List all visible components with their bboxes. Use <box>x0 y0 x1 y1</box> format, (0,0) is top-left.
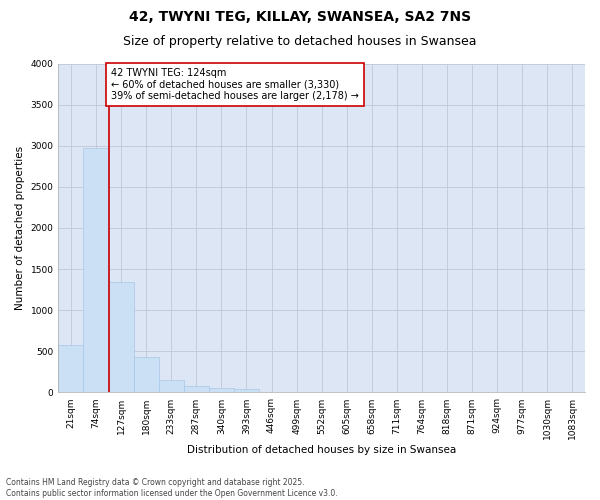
Bar <box>58 345 83 393</box>
Text: 42 TWYNI TEG: 124sqm
← 60% of detached houses are smaller (3,330)
39% of semi-de: 42 TWYNI TEG: 124sqm ← 60% of detached h… <box>111 68 359 101</box>
Bar <box>159 380 184 392</box>
Bar <box>209 388 234 392</box>
Y-axis label: Number of detached properties: Number of detached properties <box>15 146 25 310</box>
Bar <box>134 357 159 392</box>
Bar <box>184 386 209 392</box>
Text: Contains HM Land Registry data © Crown copyright and database right 2025.
Contai: Contains HM Land Registry data © Crown c… <box>6 478 338 498</box>
Bar <box>109 282 134 393</box>
X-axis label: Distribution of detached houses by size in Swansea: Distribution of detached houses by size … <box>187 445 457 455</box>
Text: Size of property relative to detached houses in Swansea: Size of property relative to detached ho… <box>123 35 477 48</box>
Text: 42, TWYNI TEG, KILLAY, SWANSEA, SA2 7NS: 42, TWYNI TEG, KILLAY, SWANSEA, SA2 7NS <box>129 10 471 24</box>
Bar <box>234 389 259 392</box>
Bar <box>83 148 109 392</box>
